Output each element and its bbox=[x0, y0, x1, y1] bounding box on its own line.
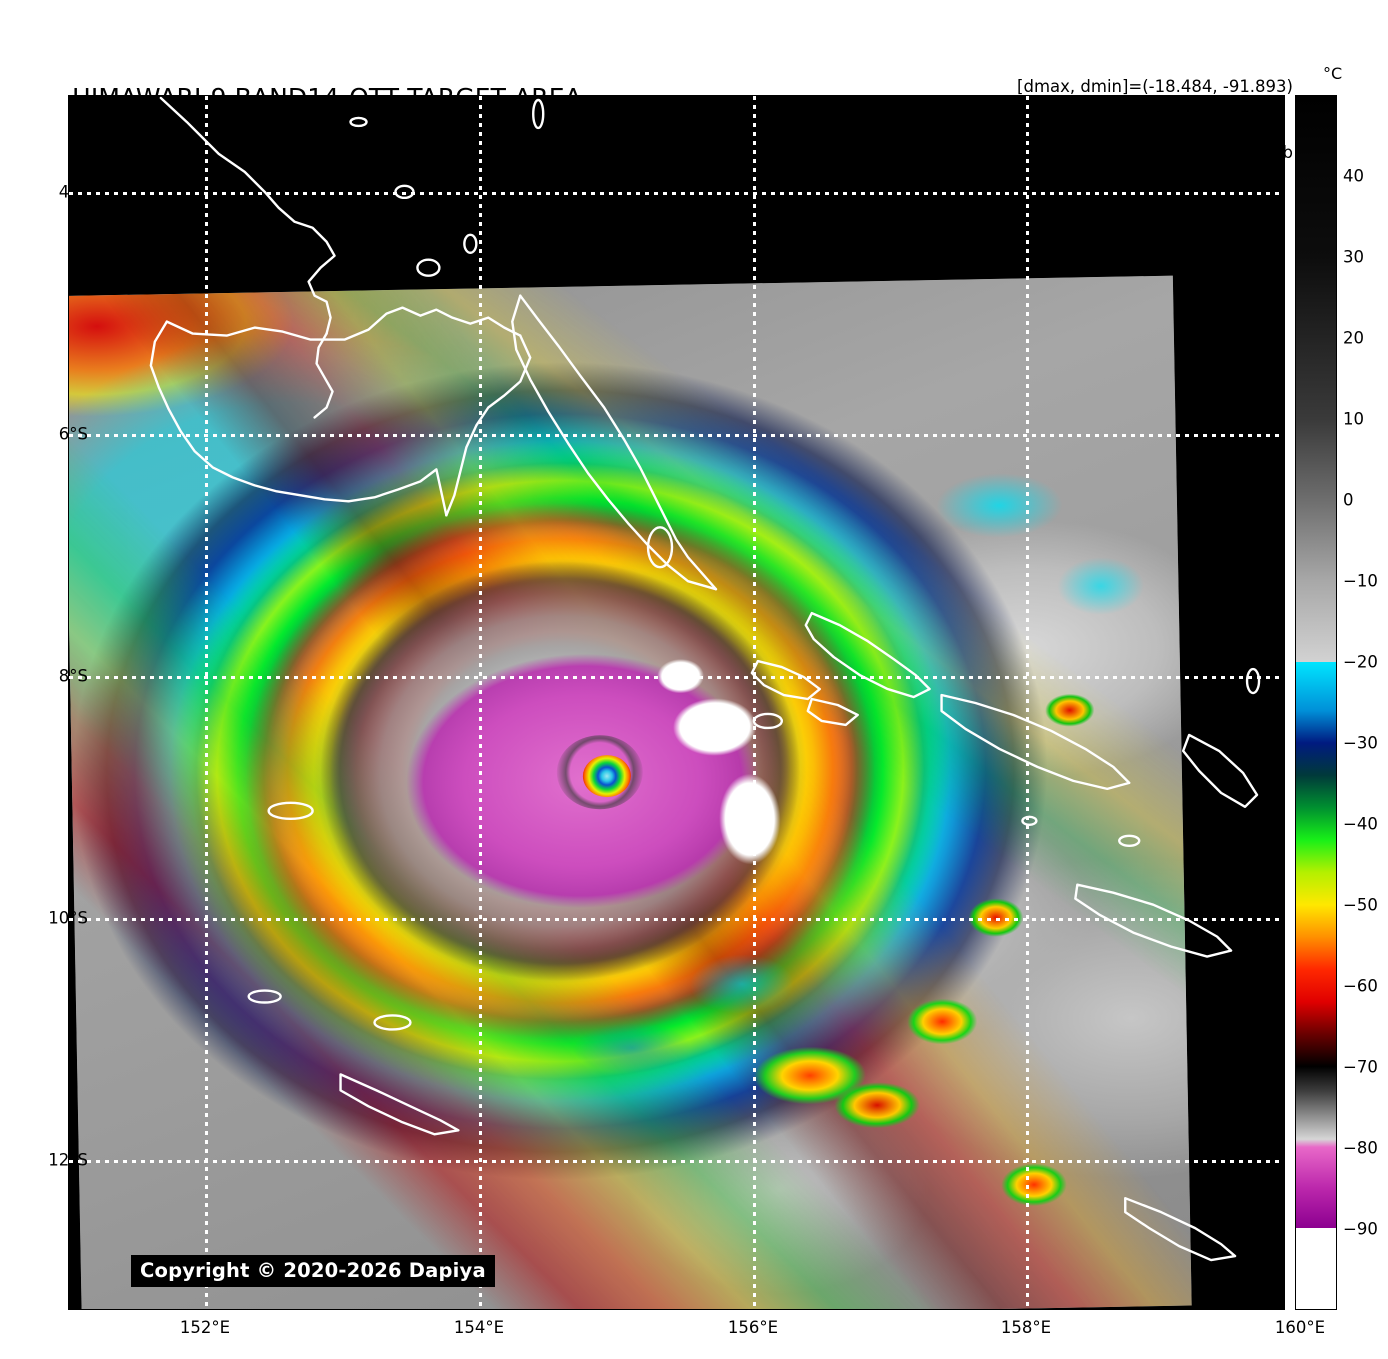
y-tick-label-10s: 10°S bbox=[48, 908, 88, 928]
x-tick-label-160e: 160°E bbox=[1274, 1318, 1326, 1337]
gridline-lat-8s bbox=[69, 676, 1284, 679]
colorbar-tick-30: 30 bbox=[1343, 247, 1364, 267]
colorbar-tick-10: 10 bbox=[1343, 409, 1364, 429]
colorbar-gradient-frame bbox=[1295, 95, 1337, 1310]
colorbar-gradient bbox=[1296, 96, 1336, 1309]
copyright-banner: Copyright © 2020-2026 Dapiya bbox=[131, 1255, 495, 1287]
x-tick-label-154e: 154°E bbox=[453, 1318, 505, 1337]
colorbar-tick-minus80: −80 bbox=[1343, 1138, 1378, 1158]
colorbar-tick-minus60: −60 bbox=[1343, 976, 1378, 996]
colorbar-tick-minus30: −30 bbox=[1343, 733, 1378, 753]
colorbar-unit-label: °C bbox=[1323, 64, 1343, 83]
gridline-lat-4s bbox=[69, 192, 1284, 195]
colorbar-tick-minus70: −70 bbox=[1343, 1057, 1378, 1077]
satellite-map[interactable]: Copyright © 2020-2026 Dapiya bbox=[68, 95, 1285, 1310]
dmax-dmin-readout: [dmax, dmin]=(-18.484, -91.893) bbox=[1017, 77, 1293, 96]
colorbar-tick-minus40: −40 bbox=[1343, 814, 1378, 834]
y-tick-label-8s: 8°S bbox=[58, 666, 88, 686]
colorbar-tick-20: 20 bbox=[1343, 328, 1364, 348]
gridline-lon-154 bbox=[479, 96, 482, 1309]
colorbar-tick-40: 40 bbox=[1343, 166, 1364, 186]
y-tick-label-4s: 4°S bbox=[58, 182, 88, 202]
colorbar-tick-minus90: −90 bbox=[1343, 1219, 1378, 1239]
gridline-lat-6s bbox=[69, 434, 1284, 437]
y-tick-label-12s: 12°S bbox=[48, 1150, 88, 1170]
colorbar-tick-minus10: −10 bbox=[1343, 571, 1378, 591]
colorbar-tick-0: 0 bbox=[1343, 490, 1354, 510]
colorbar-tick-minus50: −50 bbox=[1343, 895, 1378, 915]
gridline-lon-156 bbox=[753, 96, 756, 1309]
satellite-data-swath bbox=[69, 275, 1192, 1309]
x-tick-label-158e: 158°E bbox=[1000, 1318, 1052, 1337]
x-tick-label-156e: 156°E bbox=[727, 1318, 779, 1337]
colorbar-tick-minus20: −20 bbox=[1343, 652, 1378, 672]
gridline-lon-158 bbox=[1026, 96, 1029, 1309]
gridline-lat-10s bbox=[69, 918, 1284, 921]
gridline-lon-152 bbox=[205, 96, 208, 1309]
x-tick-label-152e: 152°E bbox=[179, 1318, 231, 1337]
gridline-lat-12s bbox=[69, 1160, 1284, 1163]
colorbar[interactable]: 40 30 20 10 0 −10 −20 −30 −40 −50 −60 −70 −80 −90 bbox=[1295, 95, 1378, 1310]
y-tick-label-6s: 6°S bbox=[58, 424, 88, 444]
map-clip: Copyright © 2020-2026 Dapiya bbox=[69, 96, 1284, 1309]
